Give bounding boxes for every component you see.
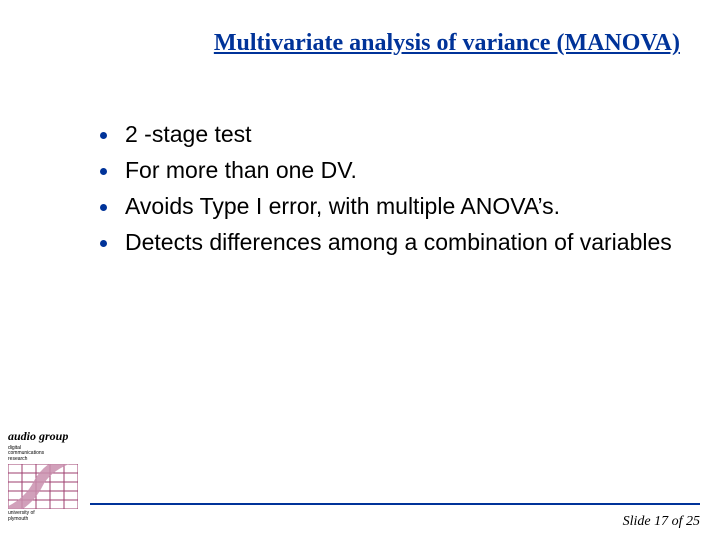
bullet-text: For more than one DV. — [125, 156, 357, 186]
logo-subtitle: digital communications research — [8, 446, 86, 463]
bullet-icon — [100, 240, 107, 247]
logo-graphic — [8, 464, 78, 509]
bullet-list: 2 -stage test For more than one DV. Avoi… — [100, 120, 680, 264]
slide-number: Slide 17 of 25 — [623, 514, 700, 530]
bullet-text: Avoids Type I error, with multiple ANOVA… — [125, 192, 560, 222]
logo-title: audio group — [8, 429, 86, 444]
slide: Multivariate analysis of variance (MANOV… — [0, 0, 720, 540]
logo-bottom-line: plymouth — [8, 516, 28, 522]
list-item: Avoids Type I error, with multiple ANOVA… — [100, 192, 680, 222]
bullet-icon — [100, 132, 107, 139]
list-item: 2 -stage test — [100, 120, 680, 150]
list-item: For more than one DV. — [100, 156, 680, 186]
logo-sub-line: research — [8, 456, 27, 462]
logo: audio group digital communications resea… — [8, 429, 86, 523]
footer-divider — [90, 503, 700, 505]
list-item: Detects differences among a combination … — [100, 228, 680, 258]
bullet-text: 2 -stage test — [125, 120, 252, 150]
bullet-icon — [100, 168, 107, 175]
bullet-text: Detects differences among a combination … — [125, 228, 672, 258]
slide-title: Multivariate analysis of variance (MANOV… — [0, 30, 700, 57]
logo-bottom: university of plymouth — [8, 511, 86, 522]
bullet-icon — [100, 204, 107, 211]
